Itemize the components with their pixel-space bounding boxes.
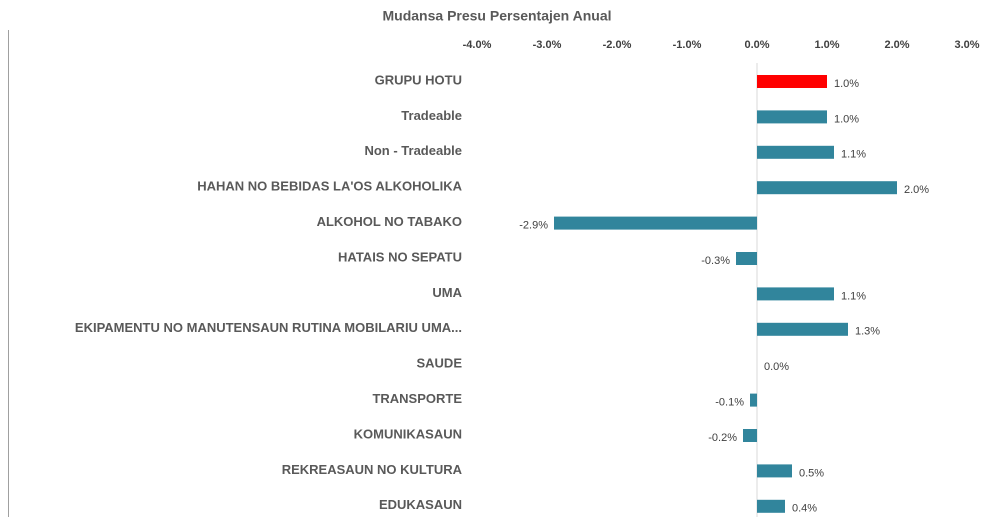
- x-tick-label: 2.0%: [884, 39, 909, 51]
- bar: [750, 393, 757, 407]
- x-tick-label: -2.0%: [603, 39, 632, 51]
- value-label: -0.2%: [708, 432, 737, 444]
- value-label: 1.0%: [834, 113, 859, 125]
- category-label: HATAIS NO SEPATU: [338, 249, 462, 264]
- category-label: Non - Tradeable: [364, 143, 462, 158]
- value-label: 0.4%: [792, 503, 817, 515]
- category-label: HAHAN NO BEBIDAS LA'OS ALKOHOLIKA: [197, 179, 462, 194]
- value-label: 1.1%: [841, 290, 866, 302]
- x-tick-label: 3.0%: [954, 39, 979, 51]
- value-label: -0.1%: [715, 397, 744, 409]
- bar: [757, 287, 834, 301]
- category-label: EDUKASAUN: [379, 497, 462, 512]
- bar: [757, 181, 897, 195]
- value-label: 1.3%: [855, 326, 880, 338]
- bar: [554, 216, 757, 230]
- value-label: 2.0%: [904, 184, 929, 196]
- category-label: EKIPAMENTU NO MANUTENSAUN RUTINA MOBILAR…: [75, 320, 462, 335]
- bar: [736, 252, 757, 265]
- x-tick-label: -3.0%: [533, 39, 562, 51]
- value-label: 1.0%: [834, 78, 859, 90]
- chart-title: Mudansa Presu Persentajen Anual: [383, 8, 612, 24]
- bar: [757, 145, 834, 159]
- category-label: Tradeable: [401, 108, 462, 123]
- value-label: -0.3%: [701, 255, 730, 267]
- category-label: SAUDE: [416, 356, 462, 371]
- value-label: 0.0%: [764, 361, 789, 373]
- bar: [757, 499, 785, 513]
- bar: [757, 75, 827, 88]
- x-tick-label: -4.0%: [463, 39, 492, 51]
- x-tick-label: 0.0%: [744, 39, 769, 51]
- category-label: ALKOHOL NO TABAKO: [317, 214, 462, 229]
- bar: [743, 429, 757, 442]
- category-label: REKREASAUN NO KULTURA: [282, 462, 463, 477]
- category-label: GRUPU HOTU: [375, 72, 462, 87]
- value-label: -2.9%: [519, 220, 548, 232]
- category-label: KOMUNIKASAUN: [354, 426, 462, 441]
- value-label: 0.5%: [799, 467, 824, 479]
- bar: [757, 110, 827, 124]
- bar: [757, 322, 848, 336]
- x-tick-label: 1.0%: [814, 39, 839, 51]
- category-label: TRANSPORTE: [372, 391, 462, 406]
- value-label: 1.1%: [841, 149, 866, 161]
- bar: [757, 464, 792, 478]
- category-label: UMA: [432, 285, 462, 300]
- x-tick-label: -1.0%: [673, 39, 702, 51]
